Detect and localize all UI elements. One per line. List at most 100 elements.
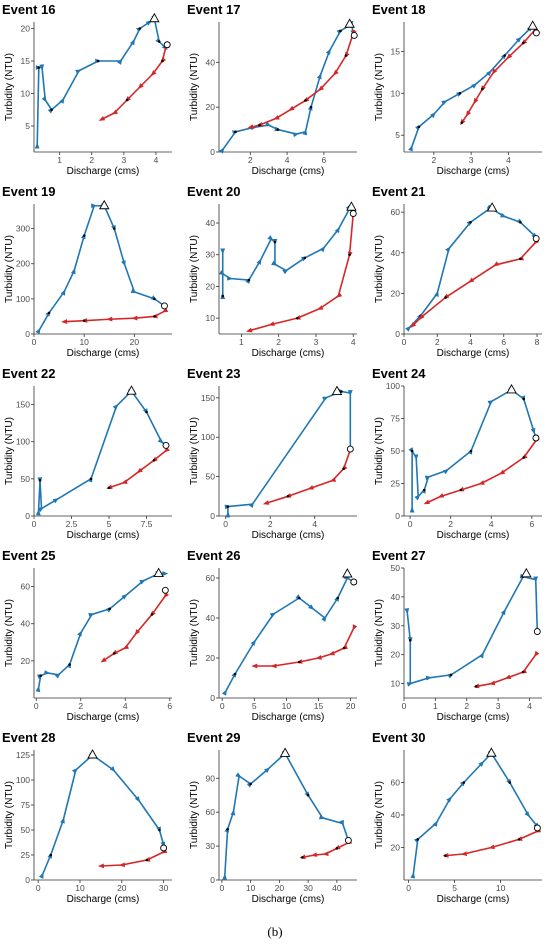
series-falling-limb-point [121,479,128,484]
y-tick-label: 15 [21,56,31,66]
x-tick-label: 6 [322,155,327,165]
series-falling-limb-point [134,629,141,636]
peak-turbidity-marker [527,20,538,30]
series-rising-limb-point [218,147,225,154]
observation-dot [233,672,237,676]
y-axis-title: Turbidity (NTU) [189,235,200,303]
x-tick-label: 4 [285,155,290,165]
y-tick-label: 60 [206,807,216,817]
observation-dot [422,488,426,492]
observation-dot [340,390,343,393]
series-rising-limb-point [414,494,421,501]
panel-13: Event 29 0 10 20 30 40 0 30 60 90 Discharge (cms) T… [187,730,357,905]
series-rising-limb-line [223,752,350,877]
peak-discharge-marker [533,824,541,832]
panel-8: Event 24 0 2 4 6 0 25 50 75 100 Discharge (cms) Tur… [372,366,542,541]
peak-turbidity-marker [87,749,98,759]
y-tick-label: 0 [210,693,215,703]
series-rising-limb-line [412,752,539,876]
x-tick-label: 0 [32,337,37,347]
series-rising-limb-point [487,400,494,406]
observation-dot [335,847,339,850]
peak-turbidity-marker [346,201,357,211]
x-tick-label: 0 [408,519,413,529]
series-rising-limb-point [308,604,315,610]
y-tick-label: 0 [210,875,215,885]
series-falling-limb-point [504,674,512,679]
panel-title: Event 22 [2,366,55,381]
series-falling-limb-point [118,862,125,868]
series-rising-limb-point [88,613,95,618]
series-rising-limb-point [282,268,289,275]
observation-dot [47,311,51,315]
y-tick-label: 60 [391,778,401,788]
series-falling-limb-point [247,124,254,129]
series-rising-limb-point [405,325,412,332]
series-rising-limb-line [41,754,165,876]
series-rising-limb-point [54,672,61,679]
y-tick-label: 10 [391,88,401,98]
x-axis-title: Discharge (cms) [67,530,140,541]
series-rising-limb-point [515,36,522,43]
series-falling-limb-point [418,313,425,320]
x-tick-label: 20 [275,883,285,893]
peak-turbidity-marker [342,568,353,578]
series-falling-limb-point [61,319,68,324]
x-tick-label: 4 [312,519,317,529]
y-tick-label: 25 [391,479,401,489]
series-rising-limb-point [134,796,141,803]
observation-dot [226,505,230,508]
series-falling-limb-point [335,292,343,298]
x-tick-label: 4 [123,701,128,711]
y-tick-label: 10 [206,313,216,323]
y-tick-label: 20 [206,653,216,663]
panel-title: Event 30 [372,730,425,745]
series-rising-limb-point [121,260,126,267]
y-tick-label: 5 [395,130,400,140]
y-tick-label: 20 [21,24,31,34]
x-tick-label: 2 [464,701,469,711]
series-rising-limb-point [334,226,340,234]
y-tick-label: 30 [391,621,401,631]
series-rising-limb-point [34,142,40,149]
peak-discharge-marker [350,31,358,39]
observation-dot [153,315,156,318]
series-rising-limb-point [222,873,227,880]
series-falling-limb-point [478,480,485,485]
y-tick-label: 0 [25,511,30,521]
series-rising-limb-point [230,809,236,816]
x-tick-label: 2 [276,337,281,347]
panel-title: Event 20 [187,184,240,199]
series-falling-limb-line [64,310,165,323]
observation-dot [286,495,290,498]
series-rising-limb-point [292,132,300,138]
x-tick-label: 20 [346,701,356,711]
y-tick-label: 30 [206,250,216,260]
peak-discharge-marker [349,210,357,217]
x-tick-label: 10 [282,701,292,711]
y-tick-label: 20 [206,281,216,291]
series-rising-limb-point [441,100,448,106]
series-rising-limb-line [36,17,167,146]
x-tick-label: 3 [469,155,474,165]
x-tick-label: 1 [57,155,62,165]
series-rising-limb-point [446,796,452,803]
series-falling-limb-point [506,53,513,60]
x-axis-title: Discharge (cms) [67,348,140,359]
series-rising-limb-point [413,454,419,461]
x-tick-label: 30 [303,883,313,893]
x-tick-label: 5 [107,519,112,529]
y-tick-label: 40 [391,592,401,602]
observation-dot [344,54,348,57]
observation-dot [522,41,525,45]
x-tick-label: 2 [89,155,94,165]
panel-12: Event 28 0 10 20 30 0 25 50 75 100 125 Discharge (c… [2,730,172,905]
observation-dot [469,220,472,224]
y-axis-title: Turbidity (NTU) [189,781,200,849]
observation-dot [150,613,154,616]
observation-dot [296,316,299,320]
series-falling-limb-point [317,85,325,92]
series-falling-limb-point [97,863,105,869]
y-tick-label: 0 [25,329,30,339]
